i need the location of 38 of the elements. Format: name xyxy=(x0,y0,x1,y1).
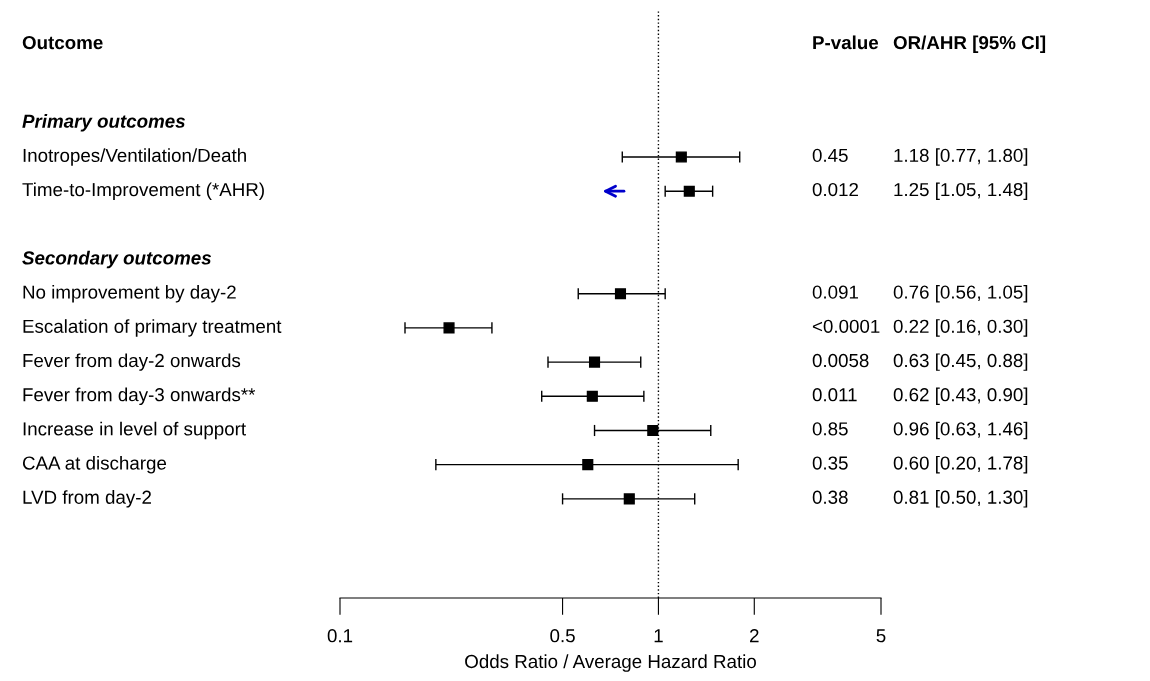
text: Outcome xyxy=(22,35,103,50)
annotation: 0.012 xyxy=(812,182,858,197)
y-tick-label: Escalation of primary treatment xyxy=(23,319,282,337)
x-tick-label: 5 xyxy=(876,629,886,643)
x-tick-label: 0.5 xyxy=(550,629,575,643)
data-label: 0.76 [0.56, 1.05] xyxy=(893,285,1028,303)
y-tick-label: LVD from day-2 xyxy=(23,490,151,508)
y-tick-label: Time-to-Improvement (*AHR) xyxy=(22,182,264,200)
annotation: 0.091 xyxy=(812,285,859,299)
y-tick-label: No improvement by day-2 xyxy=(23,285,236,303)
annotation: 0.011 xyxy=(812,388,857,402)
annotation: 0.0058 xyxy=(812,353,869,368)
text: OR/AHR [95% CI] xyxy=(893,35,1046,53)
data-label: 1.18 [0.77, 1.80] xyxy=(894,148,1028,166)
data-label: 0.22 [0.16, 0.30] xyxy=(893,319,1028,337)
annotation: 0.38 xyxy=(812,490,848,504)
y-tick-label: Primary outcomes xyxy=(22,114,185,132)
data-label: 0.81 [0.50, 1.30] xyxy=(893,490,1028,508)
annotation: 0.45 xyxy=(812,148,848,163)
y-tick-label: Increase in level of support xyxy=(23,421,246,440)
annotation: <0.0001 xyxy=(812,319,880,333)
data-label: 1.25 [1.05, 1.48] xyxy=(894,182,1028,200)
y-tick-label: Fever from day-3 onwards** xyxy=(23,387,256,406)
y-tick-label: CAA at discharge xyxy=(22,455,167,474)
x-axis-title: Odds Ratio / Average Hazard Ratio xyxy=(465,654,756,672)
annotation: 0.85 xyxy=(812,422,848,436)
data-label: 0.63 [0.45, 0.88] xyxy=(893,353,1028,371)
y-tick-label: Inotropes/Ventilation/Death xyxy=(23,148,246,166)
data-label: 0.60 [0.20, 1.78] xyxy=(893,455,1028,474)
x-tick-label: 0.1 xyxy=(327,629,353,643)
y-tick-label: Fever from day-2 onwards xyxy=(23,353,241,371)
data-label: 0.96 [0.63, 1.46] xyxy=(893,421,1028,440)
x-tick-label: 1 xyxy=(654,629,663,643)
y-tick-label: Secondary outcomes xyxy=(22,250,211,269)
annotation: 0.35 xyxy=(812,456,848,470)
data-label: 0.62 [0.43, 0.90] xyxy=(893,387,1028,406)
text: P-value xyxy=(813,35,879,50)
x-tick-label: 2 xyxy=(750,629,759,643)
